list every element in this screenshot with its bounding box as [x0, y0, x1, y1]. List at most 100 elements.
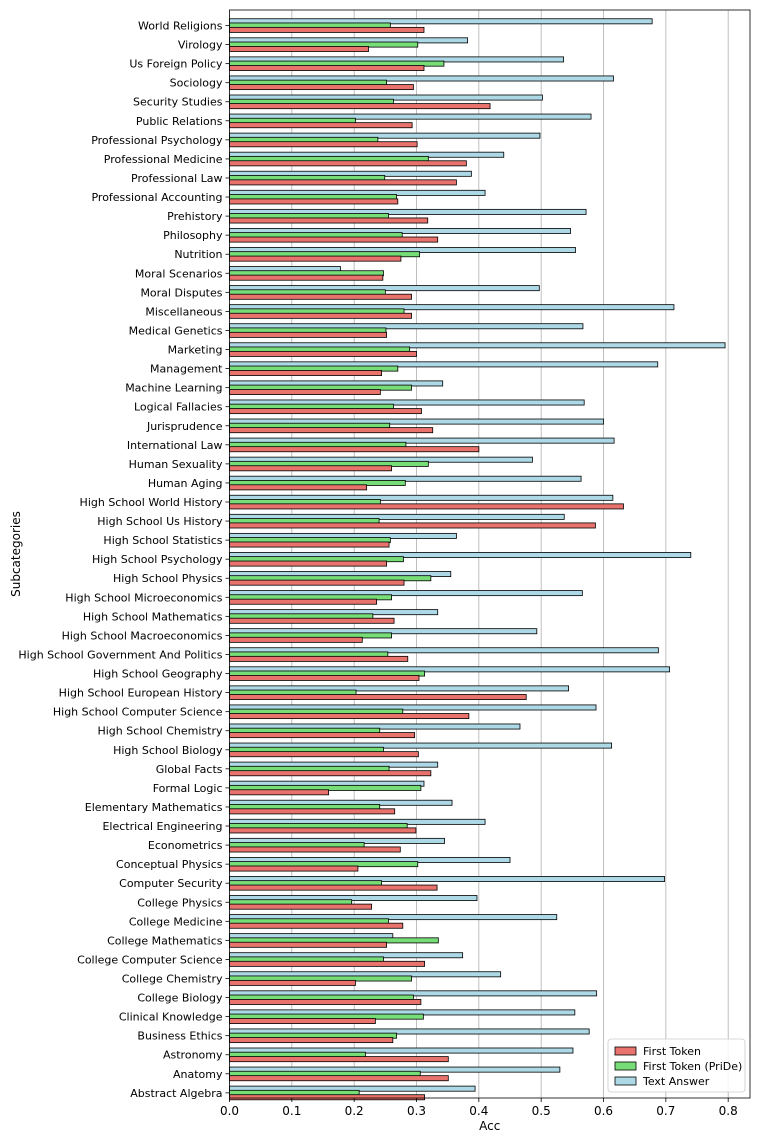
x-tick-label-5: 0.5 [532, 1104, 551, 1118]
bar-first-token-3 [229, 84, 414, 91]
bar-first-token-25 [229, 503, 624, 510]
legend-label-0: First Token [643, 1045, 701, 1058]
y-tick-label-38: High School Biology [113, 744, 223, 757]
plot-frame [229, 9, 751, 1099]
y-tick-label-8: Professional Law [131, 172, 222, 185]
y-tick-label-36: High School Computer Science [53, 706, 223, 719]
y-tick-label-22: International Law [127, 439, 223, 452]
y-tick-label-1: Virology [178, 39, 223, 52]
y-tick-label-56: Abstract Algebra [130, 1087, 222, 1100]
y-tick-label-53: Business Ethics [137, 1030, 222, 1043]
legend-label-1: First Token (PriDe) [643, 1060, 742, 1073]
bar-first-token-28 [229, 560, 387, 567]
x-axis-title: Acc [479, 1119, 500, 1133]
x-tick-label-2: 0.2 [345, 1104, 364, 1118]
bar-first-token-35 [229, 694, 527, 700]
bar-first-token-54 [229, 1056, 449, 1063]
bar-first-token-20 [229, 408, 422, 415]
bar-first-token-40 [229, 789, 330, 796]
y-tick-label-10: Prehistory [167, 210, 223, 223]
y-tick-label-14: Moral Disputes [140, 286, 222, 299]
bar-first-token-16 [229, 331, 387, 338]
bar-first-token-15 [229, 312, 412, 319]
y-tick-label-55: Anatomy [173, 1068, 223, 1081]
y-tick-label-44: Conceptual Physics [116, 858, 223, 871]
y-tick-label-42: Electrical Engineering [102, 820, 222, 833]
y-axis-title: Subcategories [9, 511, 23, 597]
y-tick-label-31: High School Mathematics [83, 610, 223, 623]
y-tick-label-32: High School Macroeconomics [62, 629, 223, 642]
y-tick-label-2: Us Foreign Policy [129, 58, 223, 71]
bar-first-token-47 [229, 922, 404, 929]
x-tick-label-0: 0.0 [220, 1104, 239, 1118]
bar-first-token-2 [229, 65, 425, 71]
legend-swatch-0 [614, 1046, 637, 1056]
y-tick-label-39: Global Facts [156, 763, 223, 776]
bar-first-token-44 [229, 865, 359, 872]
bar-first-token-32 [229, 636, 363, 643]
y-tick-label-19: Machine Learning [125, 382, 222, 395]
y-tick-label-45: Computer Security [119, 877, 223, 890]
y-tick-label-11: Philosophy [163, 229, 223, 242]
y-tick-label-23: Human Sexuality [129, 458, 223, 471]
x-tick-label-6: 0.6 [594, 1104, 613, 1118]
x-tick-label-1: 0.1 [282, 1104, 301, 1118]
y-tick-label-28: High School Psychology [92, 553, 223, 566]
y-tick-label-3: Sociology [170, 77, 223, 90]
bar-first-token-10 [229, 217, 429, 224]
bar-first-token-4 [229, 103, 491, 110]
bar-first-token-33 [229, 655, 409, 662]
y-tick-label-41: Elementary Mathematics [85, 801, 223, 814]
x-tick-label-4: 0.4 [469, 1104, 488, 1118]
bar-first-token-26 [229, 522, 596, 529]
x-tick-label-8: 0.8 [719, 1104, 738, 1118]
bar-first-token-53 [229, 1037, 394, 1044]
bar-first-token-31 [229, 617, 395, 624]
y-tick-label-54: Astronomy [163, 1049, 223, 1062]
bar-first-token-46 [229, 903, 373, 910]
bar-first-token-37 [229, 732, 416, 739]
y-tick-label-50: College Chemistry [122, 973, 223, 986]
y-tick-label-33: High School Government And Politics [18, 648, 222, 661]
y-tick-label-29: High School Physics [113, 572, 223, 585]
y-tick-label-9: Professional Accounting [91, 191, 222, 204]
bar-first-token-45 [229, 884, 438, 891]
y-tick-label-26: High School Us History [97, 515, 223, 528]
y-tick-label-15: Miscellaneous [145, 305, 222, 318]
bar-first-token-51 [229, 999, 422, 1005]
bar-first-token-41 [229, 808, 396, 815]
bar-first-token-8 [229, 179, 457, 186]
bar-first-token-49 [229, 960, 426, 967]
y-tick-label-12: Nutrition [174, 248, 222, 261]
bar-first-token-39 [229, 770, 432, 777]
y-tick-label-43: Econometrics [148, 839, 223, 852]
bar-first-token-42 [229, 827, 417, 834]
bar-first-token-43 [229, 846, 401, 853]
bar-first-token-22 [229, 446, 480, 453]
legend-swatch-1 [614, 1061, 637, 1071]
y-tick-label-46: College Physics [137, 896, 222, 909]
bar-first-token-48 [229, 941, 387, 948]
bar-first-token-52 [229, 1018, 376, 1024]
bar-first-token-23 [229, 465, 392, 472]
y-tick-label-24: Human Aging [148, 477, 223, 490]
bars [229, 18, 726, 1101]
bar-first-token-5 [229, 122, 413, 129]
y-tick-label-5: Public Relations [136, 115, 223, 128]
bar-first-token-11 [229, 236, 439, 243]
bar-first-token-36 [229, 713, 470, 720]
legend-label-2: Text Answer [642, 1075, 710, 1088]
y-tick-label-20: Logical Fallacies [134, 401, 223, 414]
legend: First Token First Token (PriDe) Text Answe… [607, 1038, 746, 1093]
bar-first-token-29 [229, 579, 405, 586]
bar-first-token-7 [229, 160, 467, 167]
bar-first-token-1 [229, 46, 369, 52]
bar-first-token-6 [229, 141, 418, 148]
bar-first-token-27 [229, 541, 390, 548]
y-tick-label-27: High School Statistics [103, 534, 222, 547]
bar-first-token-9 [229, 198, 399, 205]
y-tick-label-47: College Medicine [129, 915, 223, 928]
y-tick-label-37: High School Chemistry [97, 725, 223, 738]
bar-first-token-38 [229, 751, 419, 758]
